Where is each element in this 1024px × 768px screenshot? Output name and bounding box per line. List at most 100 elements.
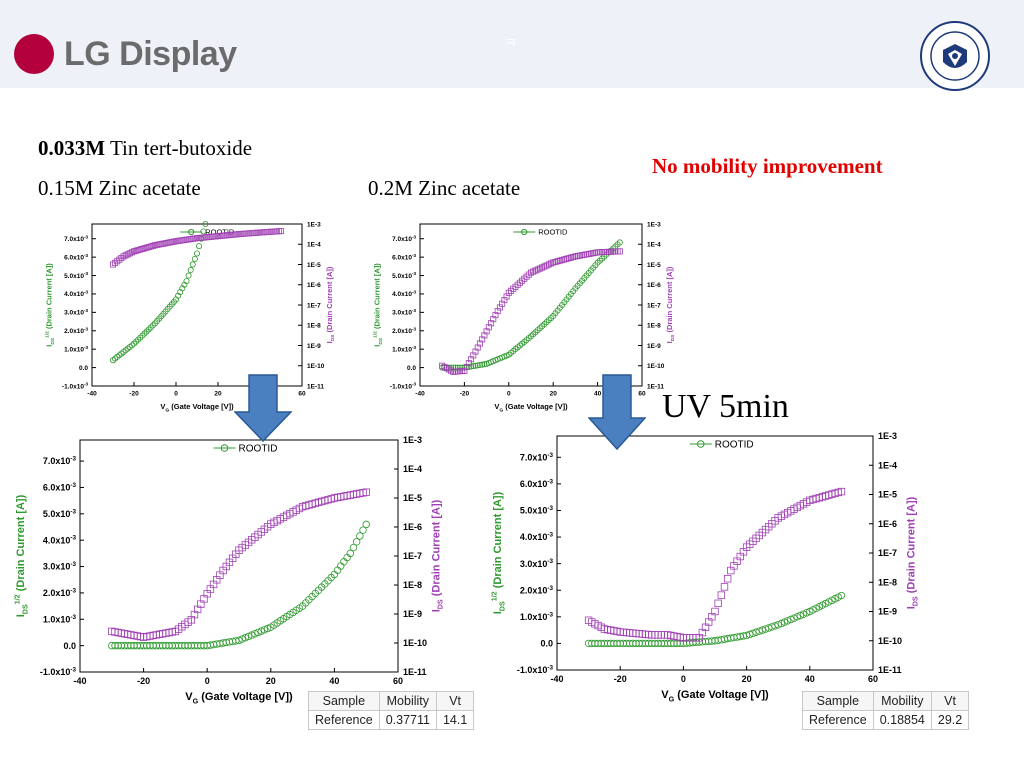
y-left-axis-label: IDS1/2 (Drain Current [A]) <box>372 263 384 347</box>
data-point-circle <box>774 621 782 629</box>
data-point-square <box>168 239 175 246</box>
data-point-circle <box>137 334 144 341</box>
x-tick-label: 20 <box>742 674 752 684</box>
data-point-square <box>170 238 177 245</box>
plot-frame <box>91 223 303 387</box>
y-right-tick-label: 1E-11 <box>647 383 664 390</box>
y-right-tick-label: 1E-11 <box>307 383 324 390</box>
y-right-axis-label: IDS (Drain Current [A]) <box>905 496 919 609</box>
data-point-circle <box>346 549 354 558</box>
data-point-circle <box>474 362 481 369</box>
table-header-cell: Mobility <box>872 691 932 711</box>
data-point-square <box>164 239 171 246</box>
x-tick-label: 0 <box>174 391 178 398</box>
data-point-circle <box>185 272 192 279</box>
plot-frame <box>419 223 643 387</box>
data-point-square <box>114 258 121 265</box>
data-point-circle <box>616 239 623 246</box>
data-point-square <box>128 249 135 256</box>
y-left-tick-label: 7.0x10-3 <box>392 234 416 243</box>
arrow-down-right-icon <box>588 374 646 450</box>
data-point-square <box>122 252 129 259</box>
data-point-circle <box>145 326 152 333</box>
data-point-circle <box>143 328 150 335</box>
data-point-circle <box>777 619 786 628</box>
x-tick-label: 0 <box>507 391 511 398</box>
y-right-tick-label: 1E-5 <box>307 262 321 269</box>
lg-display-logo: LG Display <box>14 30 237 78</box>
x-tick-label: 0 <box>205 676 210 686</box>
data-point-square <box>837 487 846 496</box>
x-tick-label: 20 <box>550 391 558 398</box>
y-right-tick-label: 1E-3 <box>307 221 321 228</box>
y-left-tick-label: 4.0x10-3 <box>520 532 554 543</box>
data-point-square <box>362 488 370 496</box>
data-point-square <box>714 599 722 608</box>
y-right-tick-label: 1E-6 <box>878 519 897 529</box>
data-point-circle <box>263 624 272 633</box>
y-right-tick-label: 1E-8 <box>878 577 897 587</box>
y-left-tick-label: 0.0 <box>63 641 76 651</box>
data-point-circle <box>799 610 808 618</box>
y-left-tick-label: 4.0x10-3 <box>64 290 88 299</box>
y-left-tick-label: 2.0x10-3 <box>520 585 554 596</box>
data-point-circle <box>802 609 811 617</box>
tin-name: Tin tert-butoxide <box>105 136 253 160</box>
data-point-square <box>143 244 150 251</box>
y-right-tick-label: 1E-5 <box>403 493 422 503</box>
y-left-tick-label: 6.0x10-3 <box>43 482 77 493</box>
table-cell: 14.1 <box>435 710 475 730</box>
y-left-tick-label: 6.0x10-3 <box>392 253 416 262</box>
y-left-tick-label: 6.0x10-3 <box>64 253 88 262</box>
table-header-cell: Vt <box>435 691 475 711</box>
data-point-circle <box>260 626 269 634</box>
data-point-square <box>149 242 156 249</box>
data-point-square <box>124 251 131 258</box>
table-row: Reference 0.37711 14.1 <box>308 710 475 730</box>
y-left-axis-label: IDS1/2 (Drain Current [A]) <box>490 491 506 614</box>
y-left-tick-label: 0.0 <box>407 365 416 372</box>
data-point-circle <box>359 526 367 534</box>
result-table-right: Sample Mobility Vt Reference 0.18854 29.… <box>802 691 970 730</box>
y-left-tick-label: 2.0x10-3 <box>64 326 88 335</box>
y-right-tick-label: 1E-7 <box>647 302 661 309</box>
y-right-tick-label: 1E-10 <box>647 363 665 370</box>
data-point-circle <box>135 336 142 343</box>
data-point-circle <box>479 361 486 368</box>
data-point-square <box>139 245 146 252</box>
x-tick-label: -20 <box>460 391 470 398</box>
data-point-square <box>154 241 161 248</box>
y-left-tick-label: 5.0x10-3 <box>392 271 416 280</box>
precursor-zinc-02: 0.2M Zinc acetate <box>368 176 521 200</box>
x-tick-label: -40 <box>415 391 425 398</box>
y-right-tick-label: 1E-10 <box>878 636 902 646</box>
y-right-tick-label: 1E-3 <box>878 431 897 441</box>
y-left-axis-label: IDS1/2 (Drain Current [A]) <box>13 494 29 617</box>
data-point-square <box>166 239 173 246</box>
data-point-square <box>160 240 167 247</box>
y-left-tick-label: -1.0x10-3 <box>40 667 77 678</box>
data-point-square <box>151 242 158 249</box>
y-left-tick-label: -1.0x10-3 <box>517 665 554 676</box>
x-tick-label: -20 <box>137 676 150 686</box>
data-point-circle <box>783 617 792 625</box>
data-point-circle <box>780 618 789 626</box>
y-right-tick-label: 1E-9 <box>647 343 661 350</box>
x-tick-label: -20 <box>129 391 139 398</box>
y-right-tick-label: 1E-3 <box>403 435 422 445</box>
table-row: Reference 0.18854 29.2 <box>802 710 970 730</box>
y-right-tick-label: 1E-5 <box>878 490 897 500</box>
header-bar: LG Display ㅋ <box>0 0 1024 91</box>
data-point-circle <box>796 611 805 620</box>
legend-marker <box>696 440 705 448</box>
y-left-tick-label: 7.0x10-3 <box>43 456 77 467</box>
x-axis-label: VG (Gate Voltage [V]) <box>185 691 293 705</box>
data-point-circle <box>193 250 200 257</box>
y-left-tick-label: 4.0x10-3 <box>392 290 416 299</box>
data-point-circle <box>472 362 479 369</box>
chart-top-left: -40-200204060-1.0x10-30.01.0x10-32.0x10-… <box>44 220 336 413</box>
x-tick-label: 40 <box>329 676 339 686</box>
tin-concentration: 0.033M <box>38 136 106 160</box>
legend-marker <box>521 228 528 236</box>
data-point-square <box>277 228 284 235</box>
